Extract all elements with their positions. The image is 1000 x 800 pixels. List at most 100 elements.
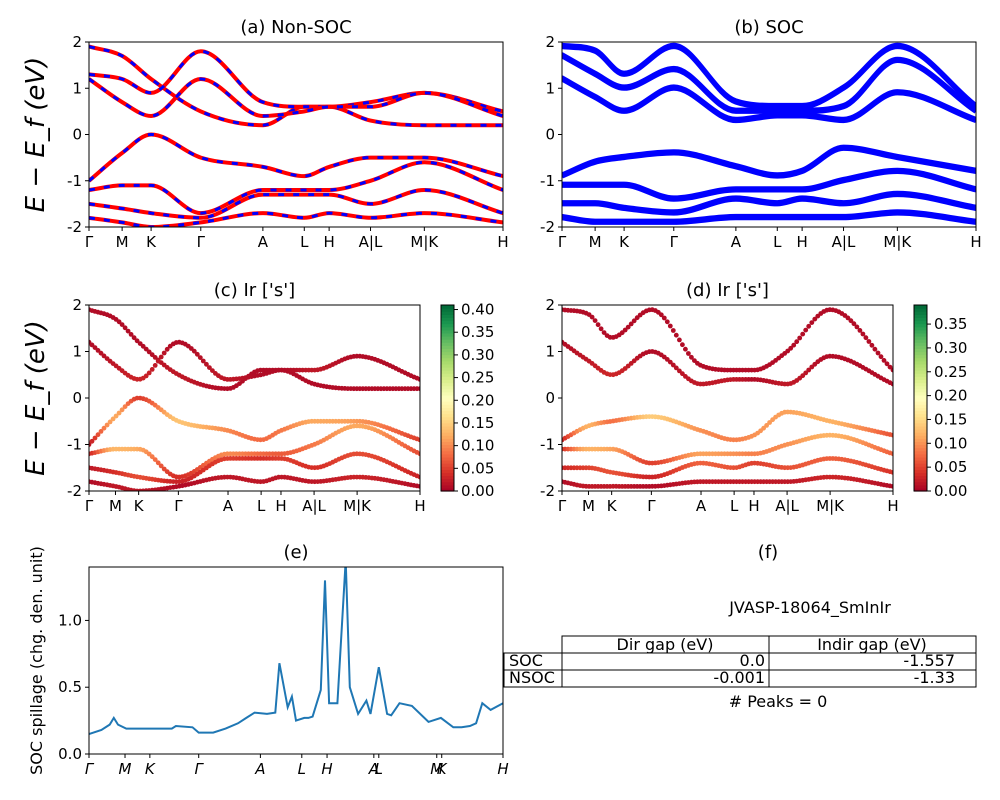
colorbar-swatch [914, 456, 927, 461]
colorbar-tick-label: 0.35 [461, 323, 494, 341]
colorbar-swatch [441, 354, 454, 359]
x-tick-label: K [607, 497, 618, 515]
band-line-dash-3 [89, 132, 503, 182]
colorbar-swatch [441, 432, 454, 436]
colorbar-swatch [441, 388, 454, 393]
colorbar-swatch [441, 363, 454, 368]
band-point [878, 354, 884, 360]
x-tick-label: M [582, 497, 595, 515]
band-point [140, 343, 146, 349]
band-point [98, 429, 104, 434]
x-tick-label: A [368, 760, 379, 778]
x-tick-label: Γ [197, 233, 206, 251]
band-point [417, 484, 420, 489]
band-point [767, 420, 772, 425]
colorbar-swatch [914, 320, 927, 325]
colorbar-swatch [914, 444, 927, 449]
x-tick-label: K [134, 497, 145, 515]
band-point [95, 348, 101, 353]
table-header-dir: Dir gap (eV) [617, 635, 714, 654]
colorbar-tick-label: 0.35 [934, 315, 967, 333]
band-point [800, 373, 806, 379]
panel-e: 0.00.51.0Γ M K Γ A L H AL MK H(e)SOC spillage (ch… [27, 542, 509, 778]
band-point [119, 407, 125, 413]
band-point [658, 312, 664, 318]
colorbar-swatch [914, 323, 927, 328]
band-point [119, 322, 125, 327]
colorbar-swatch [914, 460, 927, 464]
colorbar-tick-label: 0.00 [461, 482, 494, 500]
colorbar-tick-label: 0.05 [461, 459, 494, 477]
colorbar-swatch [441, 413, 454, 418]
band-point [866, 339, 872, 344]
colorbar-swatch [914, 484, 927, 489]
x-tick-label: M [116, 233, 129, 251]
x-tick-label: A|L [359, 233, 383, 251]
band-point [95, 432, 101, 438]
x-tick-label: H [275, 497, 286, 515]
x-tick-label: H [323, 233, 334, 251]
band-point [155, 358, 161, 364]
band-point [134, 338, 140, 344]
band-point [890, 470, 893, 475]
band-point [417, 474, 420, 480]
colorbar-swatch [441, 320, 454, 325]
x-tick-label: Γ [85, 760, 95, 778]
colorbar-swatch [441, 351, 454, 356]
colorbar-swatch [914, 336, 927, 340]
colorbar-swatch [441, 382, 454, 387]
x-tick-label: K [437, 760, 448, 778]
band-point [673, 332, 679, 338]
colorbar-swatch [914, 475, 927, 480]
colorbar-swatch [441, 332, 454, 337]
x-tick-label: L [375, 760, 383, 778]
band-point [854, 324, 860, 330]
band-point [210, 368, 215, 373]
x-tick-label: H [796, 233, 807, 251]
colorbar-tick-label: 0.05 [934, 458, 967, 476]
colorbar-tick-label: 0.10 [461, 437, 494, 455]
y-axis-label: E − E_f (eV) [21, 57, 51, 213]
y-tick-label: -2 [540, 218, 555, 236]
band-line-split-1 [562, 52, 976, 111]
band-point [143, 373, 149, 379]
x-tick-label: A [254, 760, 265, 778]
y-tick-label: 2 [545, 296, 555, 314]
band-point [631, 318, 637, 324]
x-tick-label: K [619, 233, 630, 251]
band-point [164, 346, 170, 352]
band-point [884, 361, 890, 367]
band-line-dash-5 [89, 188, 503, 220]
band-point [125, 328, 131, 334]
colorbar-swatch [441, 360, 454, 365]
colorbar-swatch [914, 469, 927, 473]
colorbar-swatch [441, 339, 454, 343]
spillage-line [89, 567, 503, 735]
band-line-2 [562, 76, 976, 124]
colorbar-swatch [441, 478, 454, 483]
colorbar-swatch [441, 336, 454, 340]
colorbar-swatch [914, 311, 927, 315]
colorbar-swatch [914, 450, 927, 455]
y-tick-label: -2 [67, 218, 82, 236]
colorbar-swatch [441, 367, 454, 371]
colorbar-swatch [914, 413, 927, 418]
table-header-indir: Indir gap (eV) [817, 635, 927, 654]
gap-table: Dir gap (eV) Indir gap (eV) SOC 0.0 -1.5… [503, 635, 977, 688]
y-axis-label: SOC spillage (chg. den. unit) [27, 546, 46, 775]
band-line-4 [562, 168, 976, 202]
colorbar-swatch [914, 363, 927, 368]
colorbar-swatch [441, 398, 454, 402]
colorbar-swatch [441, 435, 454, 439]
band-point [670, 328, 676, 333]
colorbar-swatch [441, 422, 454, 427]
x-tick-label: A [258, 233, 269, 251]
colorbar-swatch [441, 370, 454, 374]
plot-area-b [562, 42, 976, 225]
y-tick-label: 2 [72, 296, 82, 314]
band-point [113, 413, 119, 419]
band-line-5 [562, 192, 976, 216]
colorbar-swatch [914, 453, 927, 458]
x-tick-label: Γ [558, 497, 567, 515]
colorbar-tick-label: 0.25 [461, 369, 494, 387]
